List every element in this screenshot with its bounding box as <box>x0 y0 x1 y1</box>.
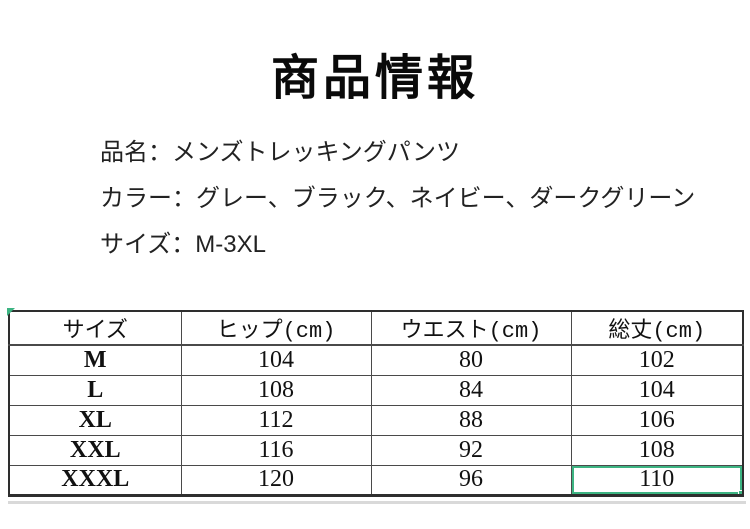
cell-waist: 92 <box>370 434 572 466</box>
table-row-xl: XL 112 88 106 <box>8 404 744 436</box>
table-row-l: L 108 84 104 <box>8 374 744 406</box>
cell-length: 102 <box>570 344 744 376</box>
table-row-m: M 104 80 102 <box>8 344 744 376</box>
cell-length: 106 <box>570 404 744 436</box>
cell-hip: 112 <box>180 404 372 436</box>
product-details: 品名：メンズトレッキングパンツ カラー：グレー、ブラック、ネイビー、ダークグリー… <box>100 130 730 268</box>
col-header-hip: ヒップ(cm) <box>180 310 372 346</box>
cell-size: M <box>8 344 182 376</box>
selected-cell-value: 110 <box>639 466 675 492</box>
cell-waist: 96 <box>370 464 572 496</box>
cell-waist: 80 <box>370 344 572 376</box>
cell-hip: 120 <box>180 464 372 496</box>
fill-handle[interactable] <box>738 489 742 494</box>
cell-waist: 84 <box>370 374 572 406</box>
product-name-line: 品名：メンズトレッキングパンツ <box>100 139 460 166</box>
page-title: 商品情報 <box>270 52 479 105</box>
cell-size: XL <box>8 404 182 436</box>
table-header-row: サイズ ヒップ(cm) ウエスト(cm) 総丈(cm) <box>8 310 744 346</box>
col-header-waist: ウエスト(cm) <box>370 310 572 346</box>
cell-size: L <box>8 374 182 406</box>
table-row-xxxl: XXXL 120 96 110 <box>8 464 744 496</box>
product-size-line: サイズ：M-3XL <box>100 231 266 258</box>
table-row-xxl: XXL 116 92 108 <box>8 434 744 466</box>
selection-corner-triangle-icon <box>7 308 15 316</box>
col-header-length: 総丈(cm) <box>570 310 744 346</box>
cell-hip: 116 <box>180 434 372 466</box>
cell-hip: 104 <box>180 344 372 376</box>
size-table: サイズ ヒップ(cm) ウエスト(cm) 総丈(cm) M 104 80 102… <box>8 310 744 497</box>
table-bottom-shadow <box>8 500 746 504</box>
cell-hip: 108 <box>180 374 372 406</box>
cell-length: 108 <box>570 434 744 466</box>
cell-size: XXXL <box>8 464 182 496</box>
col-header-size: サイズ <box>8 310 182 346</box>
cell-waist: 88 <box>370 404 572 436</box>
size-table-container: サイズ ヒップ(cm) ウエスト(cm) 総丈(cm) M 104 80 102… <box>7 308 746 504</box>
cell-size: XXL <box>8 434 182 466</box>
product-color-line: カラー：グレー、ブラック、ネイビー、ダークグリーン <box>100 185 696 212</box>
selected-cell-length-xxxl[interactable]: 110 <box>570 464 744 496</box>
cell-length: 104 <box>570 374 744 406</box>
